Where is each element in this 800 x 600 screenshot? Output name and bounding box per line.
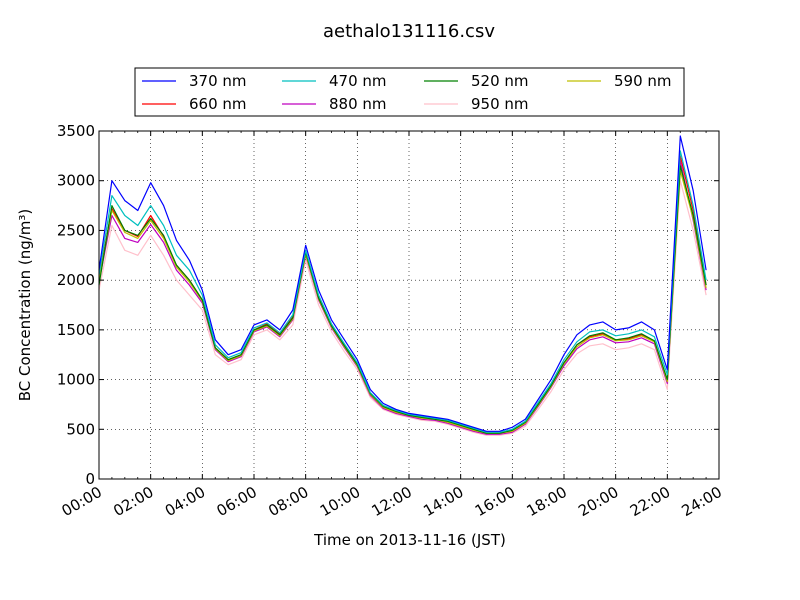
legend-label: 370 nm: [189, 72, 247, 90]
y-tick-label: 1000: [57, 371, 95, 389]
ticks: [98, 130, 720, 480]
y-tick-label: 3000: [57, 172, 95, 190]
legend-box: [134, 67, 685, 117]
legend-label: 880 nm: [329, 95, 387, 113]
y-tick-label: 2000: [57, 271, 95, 289]
legend-label: 470 nm: [329, 72, 387, 90]
x-axis-title: Time on 2013-11-16 (JST): [313, 531, 506, 549]
y-tick-label: 3500: [57, 122, 95, 140]
series-line-520-nm: [98, 165, 707, 434]
series-line-470-nm: [98, 150, 707, 433]
series-line-950-nm: [98, 180, 707, 436]
legend-label: 590 nm: [614, 72, 672, 90]
y-tick-label: 2500: [57, 221, 95, 239]
y-axis-title: BC Concentration (ng/m³): [16, 209, 34, 402]
y-tick-label: 1500: [57, 321, 95, 339]
chart-title: aethalo131116.csv: [323, 21, 495, 42]
y-tick-label: 500: [66, 420, 95, 438]
legend-label: 660 nm: [189, 95, 247, 113]
legend-label: 950 nm: [471, 95, 529, 113]
legend-label: 520 nm: [471, 72, 529, 90]
y-tick-label: 0: [85, 470, 95, 488]
y-tick-labels: 0 500 1000 1500 2000 2500 3000 3500: [57, 122, 95, 488]
legend: 370 nm 470 nm 520 nm 590 nm 660 nm 880 nm 950 …: [134, 67, 685, 117]
series-line-880-nm: [98, 160, 707, 435]
series-layer: [98, 135, 707, 436]
series-line-370-nm: [98, 135, 707, 432]
